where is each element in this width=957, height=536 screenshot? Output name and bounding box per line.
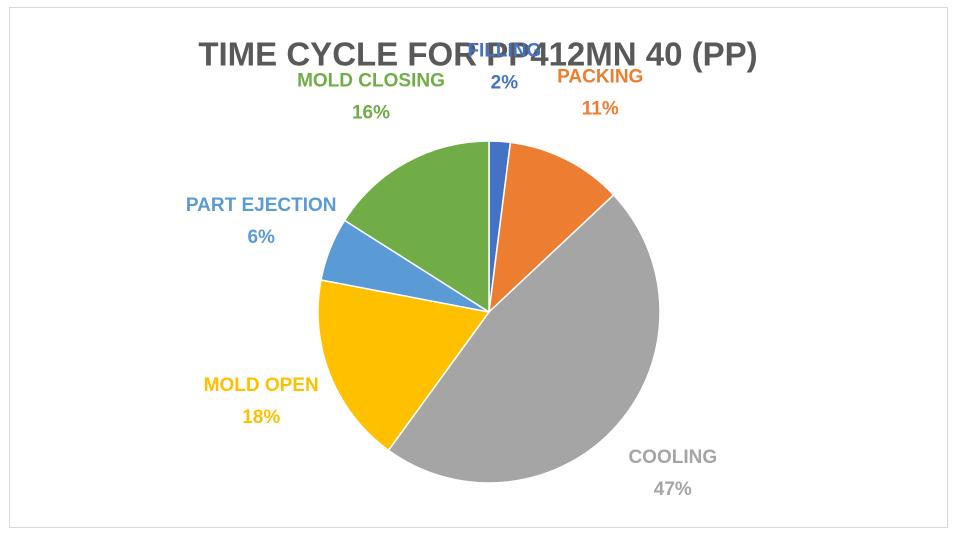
slice-value-label: 16% — [352, 102, 390, 123]
slice-value-label: 2% — [491, 72, 519, 93]
slice-label: MOLD CLOSING — [297, 70, 445, 91]
chart-title: TIME CYCLE FOR PP412MN 40 (PP) — [198, 36, 757, 73]
pie-slice — [487, 141, 615, 314]
slice-value-label: 47% — [654, 479, 692, 500]
slice-value-label: 6% — [247, 227, 275, 248]
slice-label: PACKING — [557, 67, 643, 88]
pie-slice — [343, 140, 490, 314]
slice-label: MOLD OPEN — [204, 375, 319, 396]
slice-label: COOLING — [628, 447, 717, 468]
pie-slice — [387, 193, 661, 484]
slice-label: PART EJECTION — [186, 195, 337, 216]
pie-slice — [317, 279, 491, 452]
slice-value-label: 11% — [582, 99, 619, 120]
slice-label: FILLING — [467, 40, 541, 61]
slice-value-label: 18% — [242, 407, 280, 428]
